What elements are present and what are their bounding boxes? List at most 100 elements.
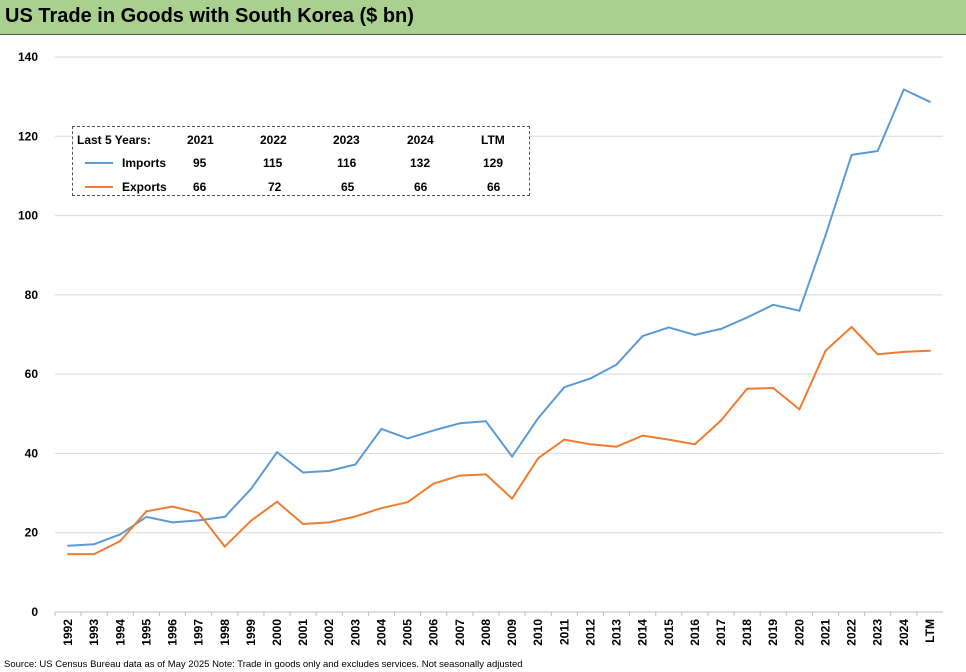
imports-point: [720, 327, 722, 330]
chart-title: US Trade in Goods with South Korea ($ bn…: [5, 5, 414, 27]
exports-point: [511, 497, 514, 500]
imports-point: [693, 333, 696, 336]
x-tick-label: 2009: [505, 619, 519, 646]
imports-point: [798, 309, 801, 312]
imports-point: [484, 420, 487, 423]
y-tick-label: 0: [31, 605, 38, 619]
x-tick-label: 1992: [61, 619, 75, 646]
y-tick-label: 40: [25, 446, 39, 460]
y-tick-label: 20: [25, 526, 39, 540]
exports-point: [145, 510, 148, 513]
x-tick-label: 2012: [583, 619, 597, 646]
legend-column-2021: 2021: [187, 133, 214, 147]
series-lines: [67, 88, 931, 556]
legend-column-2022: 2022: [260, 133, 287, 147]
x-tick-label: 2017: [714, 619, 728, 646]
y-tick-label: 100: [18, 209, 38, 223]
exports-point: [302, 523, 305, 525]
imports-point: [902, 88, 905, 91]
exports-point: [93, 553, 96, 556]
imports-point: [93, 543, 96, 546]
exports-point: [928, 349, 931, 352]
imports-point: [197, 519, 200, 522]
imports-point: [328, 469, 331, 472]
imports-point: [615, 363, 618, 366]
x-tick-label: 2010: [531, 619, 545, 646]
y-tick-label: 80: [25, 288, 39, 302]
legend-exports-2021: 66: [193, 180, 207, 194]
legend-exports-ltm: 66: [487, 180, 501, 194]
legend-exports-label: Exports: [122, 180, 167, 194]
exports-point: [249, 519, 252, 522]
legend-imports-label: Imports: [122, 156, 167, 170]
imports-point: [302, 471, 305, 474]
legend-exports-2022: 72: [268, 180, 282, 194]
legend-imports-2023: 116: [337, 156, 357, 170]
source-footnote: Source: US Census Bureau data as of May …: [4, 659, 523, 670]
imports-point: [171, 521, 174, 524]
exports-point: [589, 443, 592, 446]
imports-point: [432, 429, 435, 432]
exports-point: [223, 545, 226, 548]
legend-imports-ltm: 129: [483, 156, 504, 170]
x-tick-label: 2020: [792, 619, 806, 646]
imports-point: [406, 437, 409, 440]
imports-point: [380, 427, 383, 430]
legend-imports-2024: 132: [410, 156, 431, 170]
exports-point: [850, 326, 853, 328]
x-tick-label: 2008: [479, 619, 493, 646]
x-tick-label: 2014: [636, 619, 650, 646]
x-tick-label: 2015: [662, 619, 676, 646]
exports-line: [68, 326, 930, 556]
exports-point: [484, 473, 487, 476]
exports-point: [772, 387, 775, 389]
x-tick-label: 1996: [166, 619, 180, 646]
title-bar: US Trade in Goods with South Korea ($ bn…: [0, 0, 966, 35]
exports-point: [746, 387, 749, 390]
imports-point: [563, 386, 566, 389]
legend-column-2024: 2024: [407, 133, 434, 147]
x-tick-label: 2006: [427, 619, 441, 646]
x-tick-label: 2005: [401, 619, 415, 646]
x-tick-label: 2023: [871, 619, 885, 646]
x-tick-label: 1994: [113, 619, 127, 646]
imports-point: [824, 234, 827, 237]
exports-point: [798, 408, 801, 411]
legend-table: Last 5 Years: 2021 2022 2023 2024 LTM Im…: [72, 126, 530, 196]
y-tick-label: 120: [18, 129, 38, 143]
y-tick-label: 140: [18, 50, 38, 64]
axes: 0 20 40 60 80 100 120 140 1992 1993 1994 1995 1996 19…: [18, 50, 943, 646]
imports-point: [876, 150, 879, 152]
exports-point: [458, 474, 461, 477]
x-tick-label: 1997: [192, 619, 206, 646]
imports-legend-swatch: [85, 162, 113, 164]
x-tick-label: 2003: [348, 619, 362, 646]
imports-point: [589, 377, 592, 380]
x-tick-label: 1999: [244, 619, 258, 646]
imports-point: [223, 515, 226, 518]
exports-point: [537, 457, 540, 460]
imports-point: [354, 463, 357, 466]
imports-point: [850, 153, 853, 156]
exports-point: [406, 501, 409, 504]
exports-point: [380, 507, 383, 510]
y-tick-label: 60: [25, 367, 39, 381]
imports-point: [746, 316, 749, 319]
exports-point: [824, 349, 827, 352]
exports-point: [197, 511, 200, 514]
x-tick-label: 2013: [610, 619, 624, 646]
exports-point: [641, 434, 644, 437]
exports-point: [876, 353, 879, 356]
exports-point: [563, 438, 566, 441]
legend-column-ltm: LTM: [481, 133, 505, 147]
imports-point: [67, 544, 70, 547]
imports-line: [68, 88, 931, 547]
legend-column-2023: 2023: [333, 133, 360, 147]
legend-imports-2022: 115: [263, 156, 283, 170]
exports-point: [902, 350, 905, 353]
imports-point: [928, 100, 931, 103]
legend-exports-2023: 65: [341, 180, 355, 194]
x-tick-label: 1995: [139, 619, 153, 646]
imports-point: [537, 417, 540, 420]
